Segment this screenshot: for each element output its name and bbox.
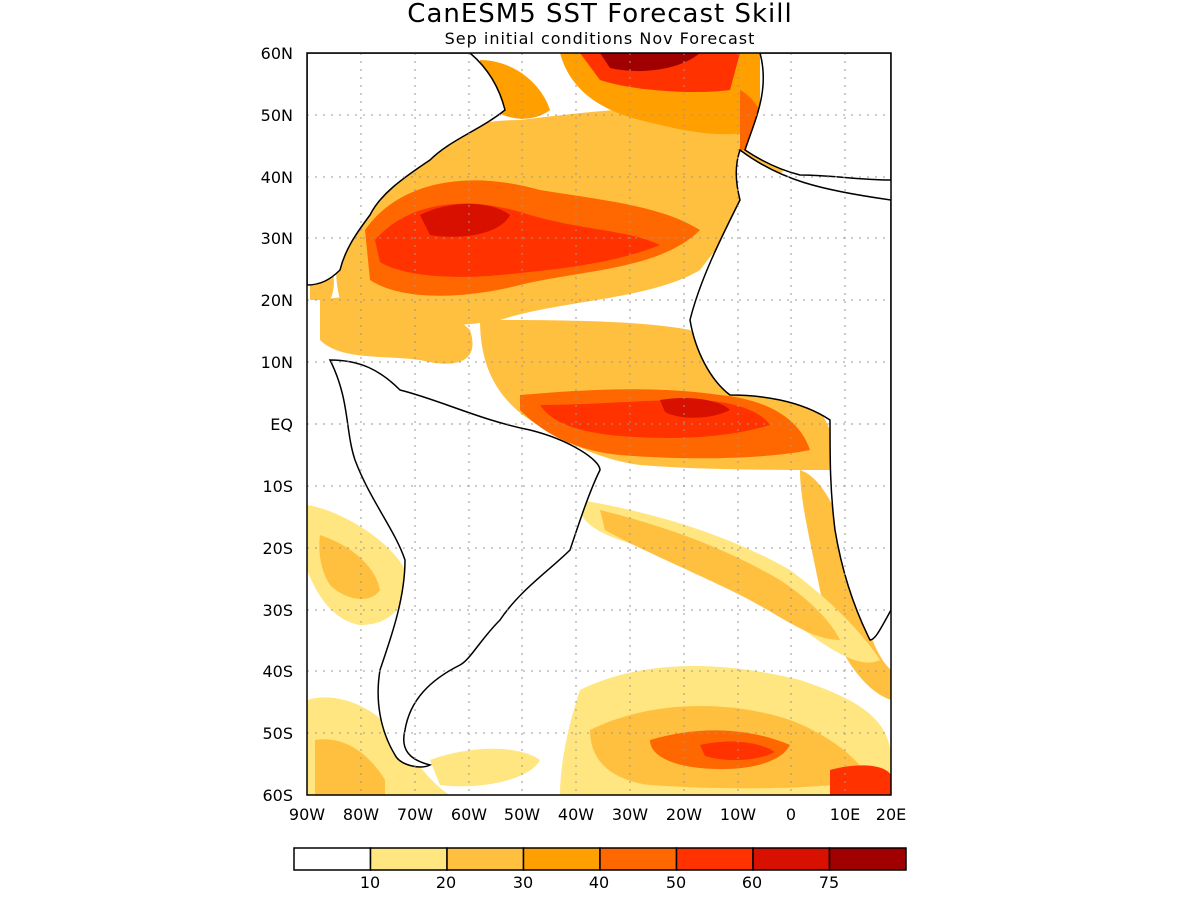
skill-area (430, 748, 540, 787)
north-america (307, 53, 506, 286)
lat-label: 30N (261, 229, 293, 248)
lat-label: 40N (261, 168, 293, 187)
colorbar-swatch (599, 847, 678, 871)
skill-area (420, 203, 510, 237)
lat-label: 50S (262, 724, 293, 743)
colorbar-swatch (752, 847, 831, 871)
coastlines (307, 53, 891, 768)
europe (744, 53, 891, 181)
lon-label: 80W (343, 805, 379, 824)
skill-area (315, 739, 385, 795)
lat-label: 60S (262, 786, 293, 805)
lon-label: 20E (876, 805, 906, 824)
colorbar-label: 60 (742, 873, 762, 892)
colorbar-label: 75 (819, 873, 839, 892)
skill-area (600, 53, 700, 72)
skill-area (319, 535, 380, 600)
skill-area (800, 470, 891, 700)
colorbar-swatch (446, 847, 525, 871)
colorbar-label: 40 (589, 873, 609, 892)
map-title: CanESM5 SST Forecast Skill (407, 0, 793, 29)
lon-label: 0 (786, 805, 796, 824)
skill-area (600, 510, 840, 640)
lon-label: 30W (612, 805, 648, 824)
lon-label: 90W (289, 805, 325, 824)
colorbar-label: 30 (513, 873, 533, 892)
lat-label: 30S (262, 601, 293, 620)
lat-label: EQ (270, 415, 293, 434)
skill-area (660, 398, 730, 418)
south-america (328, 359, 601, 768)
colorbar-label: 50 (666, 873, 686, 892)
lat-labels: 60N 50N 40N 30N 20N 10N EQ 10S 20S 30S 4… (261, 44, 293, 805)
lon-label: 70W (397, 805, 433, 824)
lon-label: 60W (451, 805, 487, 824)
lon-label: 50W (504, 805, 540, 824)
lon-label: 10W (720, 805, 756, 824)
skill-area (320, 296, 473, 364)
lat-label: 50N (261, 106, 293, 125)
lon-label: 10E (830, 805, 860, 824)
grid-lines (307, 53, 891, 795)
skill-area (830, 765, 891, 795)
map-frame (306, 52, 892, 796)
lat-label: 20S (262, 539, 293, 558)
lon-label: 40W (558, 805, 594, 824)
lat-label: 60N (261, 44, 293, 63)
lat-label: 20N (261, 291, 293, 310)
lon-label: 20W (666, 805, 702, 824)
colorbar-labels: 10 20 30 40 50 60 75 (360, 873, 839, 892)
skill-field (307, 53, 891, 795)
lon-labels: 90W 80W 70W 60W 50W 40W 30W 20W 10W 0 10… (289, 805, 906, 824)
colorbar-swatch (293, 847, 372, 871)
colorbar: 10 20 30 40 50 60 75 (293, 847, 907, 892)
colorbar-swatch (675, 847, 754, 871)
lat-label: 10N (261, 353, 293, 372)
colorbar-label: 10 (360, 873, 380, 892)
colorbar-swatch (828, 847, 907, 871)
colorbar-label: 20 (436, 873, 456, 892)
map-subtitle: Sep initial conditions Nov Forecast (444, 29, 756, 48)
lat-label: 10S (262, 477, 293, 496)
colorbar-swatch (522, 847, 601, 871)
lat-label: 40S (262, 662, 293, 681)
colorbar-swatch (369, 847, 448, 871)
